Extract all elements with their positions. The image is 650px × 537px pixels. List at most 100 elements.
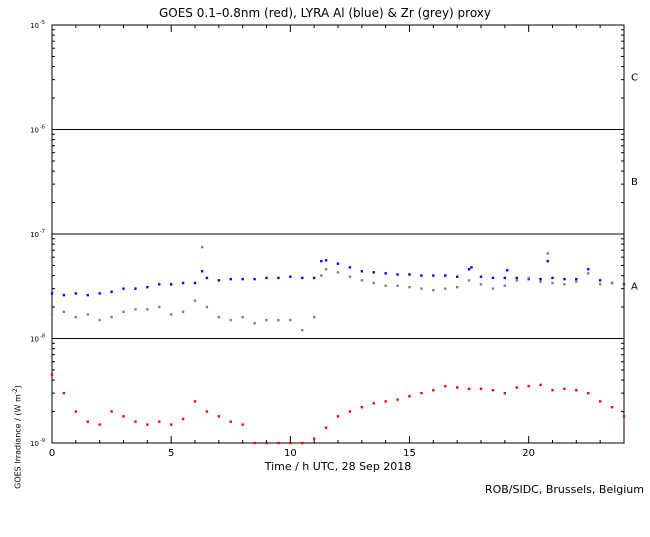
data-point [253, 322, 256, 325]
y-tick-label: 10 [30, 231, 39, 239]
data-point [432, 288, 435, 292]
data-point [348, 275, 352, 278]
data-point [289, 318, 292, 322]
data-point [158, 420, 161, 423]
data-point [432, 274, 435, 277]
data-point [98, 292, 101, 295]
data-point [527, 276, 530, 280]
data-point [277, 441, 280, 445]
data-point [587, 391, 590, 395]
data-point [158, 305, 161, 309]
chart-title: GOES 0.1–0.8nm (red), LYRA Al (blue) & Z… [158, 6, 492, 20]
data-point [503, 284, 507, 287]
data-point [301, 329, 304, 332]
data-point [444, 274, 447, 277]
data-point [110, 410, 113, 413]
x-tick-label: 10 [284, 448, 297, 459]
data-point [200, 245, 204, 249]
data-point [546, 252, 549, 255]
data-point [301, 441, 304, 445]
data-point [205, 276, 209, 280]
data-point [384, 272, 387, 275]
data-point [241, 315, 244, 319]
x-axis: 0 5 10 15 20 [49, 25, 625, 459]
data-point [336, 415, 340, 418]
data-point [253, 277, 256, 281]
data-point [122, 415, 125, 418]
data-point [491, 287, 495, 290]
data-point [479, 275, 483, 278]
y-tick-exponent: -6 [40, 125, 45, 131]
data-point [610, 281, 614, 285]
data-point [336, 262, 340, 265]
data-point [515, 276, 518, 280]
data-point [408, 285, 411, 289]
data-point [86, 313, 89, 316]
data-point [444, 287, 447, 290]
data-point [146, 308, 149, 311]
data-point [551, 389, 554, 392]
data-point [598, 400, 602, 403]
data-point [575, 277, 578, 281]
data-point [62, 293, 66, 297]
data-point [420, 391, 423, 395]
data-point [301, 276, 304, 280]
data-point [420, 274, 423, 277]
data-point [289, 275, 292, 278]
goes-lyra-plot: 0 5 10 15 20 10-510-610-710-810-9 CBA [30, 20, 638, 459]
data-point [277, 276, 280, 280]
data-point [491, 389, 495, 392]
data-point [74, 315, 78, 319]
flare-class-label-a: A [631, 282, 638, 293]
data-point [229, 420, 232, 423]
data-point [575, 280, 578, 283]
data-point [372, 271, 375, 274]
data-point [348, 410, 352, 413]
data-point [444, 384, 447, 388]
data-point [455, 386, 459, 389]
y-axis-label-exponent: -2 [12, 388, 19, 395]
data-point [503, 276, 507, 280]
data-point [320, 259, 323, 263]
y-tick-exponent: -5 [40, 20, 45, 26]
data-point [610, 406, 614, 409]
data-point [372, 402, 375, 405]
flare-class-label-c: C [631, 73, 638, 84]
data-point [563, 277, 566, 281]
series-0 [50, 259, 626, 297]
data-point [467, 387, 471, 391]
data-point [229, 277, 232, 281]
data-point [193, 299, 197, 302]
data-point [455, 285, 459, 289]
x-tick-label: 20 [522, 448, 535, 459]
data-point [563, 283, 566, 286]
data-point [587, 268, 590, 271]
data-point [134, 420, 137, 423]
data-point [515, 279, 518, 282]
data-point [384, 284, 387, 287]
data-point [200, 270, 204, 273]
data-point [98, 318, 101, 322]
data-point [312, 315, 316, 319]
data-point [396, 273, 399, 276]
data-point [241, 277, 244, 281]
data-point [598, 279, 602, 282]
data-point [506, 269, 509, 272]
data-point [551, 276, 554, 280]
data-point [86, 420, 89, 423]
data-point [360, 279, 364, 282]
y-tick-label: 10 [30, 440, 39, 448]
data-point [420, 287, 423, 290]
data-point [432, 389, 435, 392]
data-point [181, 417, 185, 421]
data-point [122, 287, 125, 290]
data-point [575, 389, 578, 392]
data-point [587, 272, 590, 275]
flare-class-label-b: B [631, 177, 638, 188]
data-point [229, 318, 232, 322]
data-point [396, 398, 399, 401]
data-point [158, 283, 161, 286]
data-point [74, 410, 78, 413]
data-point [169, 423, 173, 426]
y-tick-label: 10 [30, 22, 39, 30]
